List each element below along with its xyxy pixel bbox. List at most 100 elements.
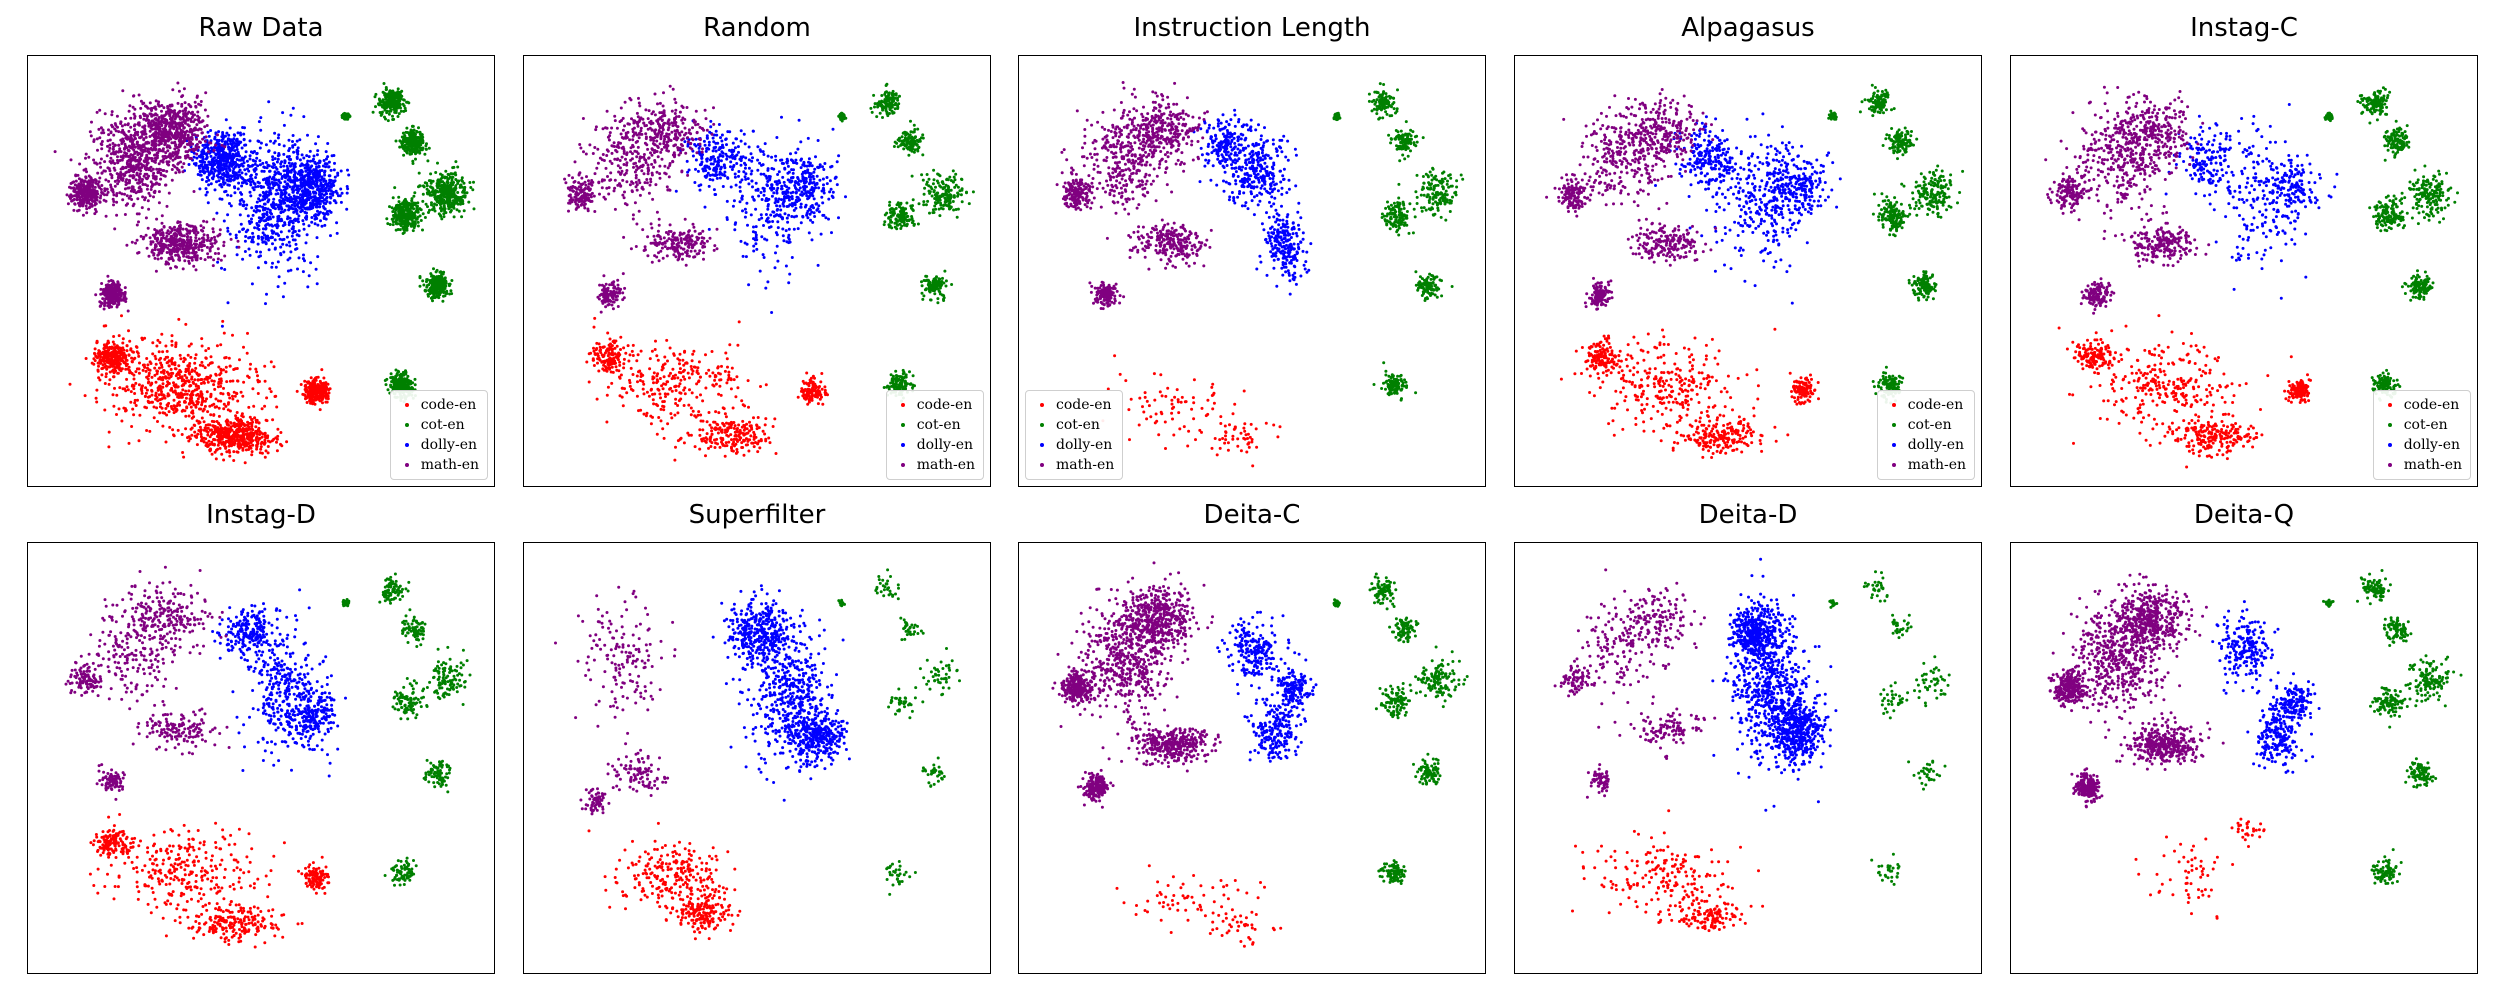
point-cot-en [413, 383, 417, 387]
point-code-en [158, 411, 162, 415]
point-code-en [212, 420, 216, 424]
point-code-en [108, 378, 112, 382]
point-cot-en [451, 199, 455, 203]
point-code-en [302, 393, 306, 397]
point-cot-en [433, 202, 436, 206]
point-code-en [228, 409, 232, 413]
point-code-en [156, 399, 160, 403]
point-code-en [204, 349, 208, 353]
point-dolly-en [216, 260, 220, 264]
point-dolly-en [257, 181, 261, 185]
point-dolly-en [304, 163, 308, 167]
point-cot-en [382, 100, 386, 104]
point-cot-en [391, 104, 395, 108]
point-code-en [97, 349, 101, 353]
point-code-en [216, 426, 220, 430]
point-code-en [100, 351, 104, 355]
point-cot-en [444, 187, 448, 191]
point-code-en [211, 443, 215, 446]
point-cot-en [389, 109, 393, 113]
point-cot-en [391, 223, 395, 227]
point-dolly-en [306, 207, 310, 211]
point-code-en [150, 375, 154, 379]
point-cot-en [467, 200, 471, 204]
point-dolly-en [262, 202, 266, 206]
point-code-en [156, 386, 160, 390]
point-dolly-en [230, 175, 234, 178]
point-dolly-en [222, 219, 226, 223]
point-dolly-en [308, 178, 312, 182]
point-cot-en [431, 299, 434, 303]
point-cot-en [441, 299, 445, 303]
point-dolly-en [279, 245, 283, 249]
point-dolly-en [249, 174, 253, 178]
point-dolly-en [286, 199, 289, 203]
point-cot-en [471, 188, 475, 192]
point-dolly-en [236, 187, 240, 191]
point-code-en [309, 387, 313, 390]
point-dolly-en [288, 244, 292, 248]
point-dolly-en [289, 164, 292, 168]
point-dolly-en [273, 207, 277, 211]
point-dolly-en [258, 159, 262, 163]
point-dolly-en [219, 175, 223, 179]
point-code-en [224, 446, 228, 450]
point-code-en [133, 398, 137, 402]
point-code-en [188, 362, 192, 365]
point-code-en [164, 440, 168, 444]
point-dolly-en [296, 146, 300, 150]
point-code-en [177, 373, 181, 377]
point-code-en [181, 451, 185, 454]
series-cot-en [340, 82, 476, 404]
point-dolly-en [213, 169, 217, 173]
point-cot-en [388, 96, 392, 100]
point-dolly-en [278, 200, 282, 204]
point-code-en [322, 381, 326, 385]
point-dolly-en [237, 143, 241, 146]
point-dolly-en [264, 234, 268, 238]
point-dolly-en [248, 157, 252, 161]
point-cot-en [340, 114, 344, 118]
point-cot-en [397, 112, 401, 116]
point-code-en [167, 364, 171, 368]
point-code-en [225, 450, 229, 454]
point-code-en [247, 441, 251, 445]
point-dolly-en [258, 146, 262, 150]
point-dolly-en [336, 173, 340, 177]
point-dolly-en [316, 187, 320, 191]
point-cot-en [388, 92, 392, 96]
point-dolly-en [220, 324, 224, 328]
point-code-en [104, 356, 108, 359]
point-dolly-en [248, 190, 252, 194]
point-cot-en [389, 372, 393, 376]
point-cot-en [385, 217, 389, 221]
point-code-en [106, 354, 110, 358]
point-dolly-en [305, 215, 309, 219]
point-cot-en [472, 180, 475, 184]
point-dolly-en [276, 192, 280, 196]
point-dolly-en [226, 229, 230, 233]
point-dolly-en [268, 215, 272, 219]
point-dolly-en [252, 188, 256, 192]
point-code-en [275, 449, 279, 453]
point-cot-en [432, 288, 436, 292]
point-code-en [135, 345, 139, 349]
point-cot-en [462, 209, 466, 213]
point-code-en [260, 407, 264, 411]
point-code-en [184, 367, 188, 371]
point-code-en [170, 356, 174, 360]
point-cot-en [430, 295, 434, 299]
point-cot-en [413, 137, 417, 141]
point-dolly-en [272, 162, 275, 166]
point-cot-en [398, 228, 402, 232]
point-cot-en [435, 268, 439, 272]
point-cot-en [381, 98, 385, 102]
point-dolly-en [292, 186, 296, 189]
point-code-en [103, 362, 107, 366]
point-code-en [315, 397, 319, 401]
point-code-en [152, 416, 156, 420]
point-code-en [110, 359, 114, 363]
point-dolly-en [286, 258, 290, 262]
point-dolly-en [316, 213, 320, 217]
point-dolly-en [194, 163, 198, 167]
